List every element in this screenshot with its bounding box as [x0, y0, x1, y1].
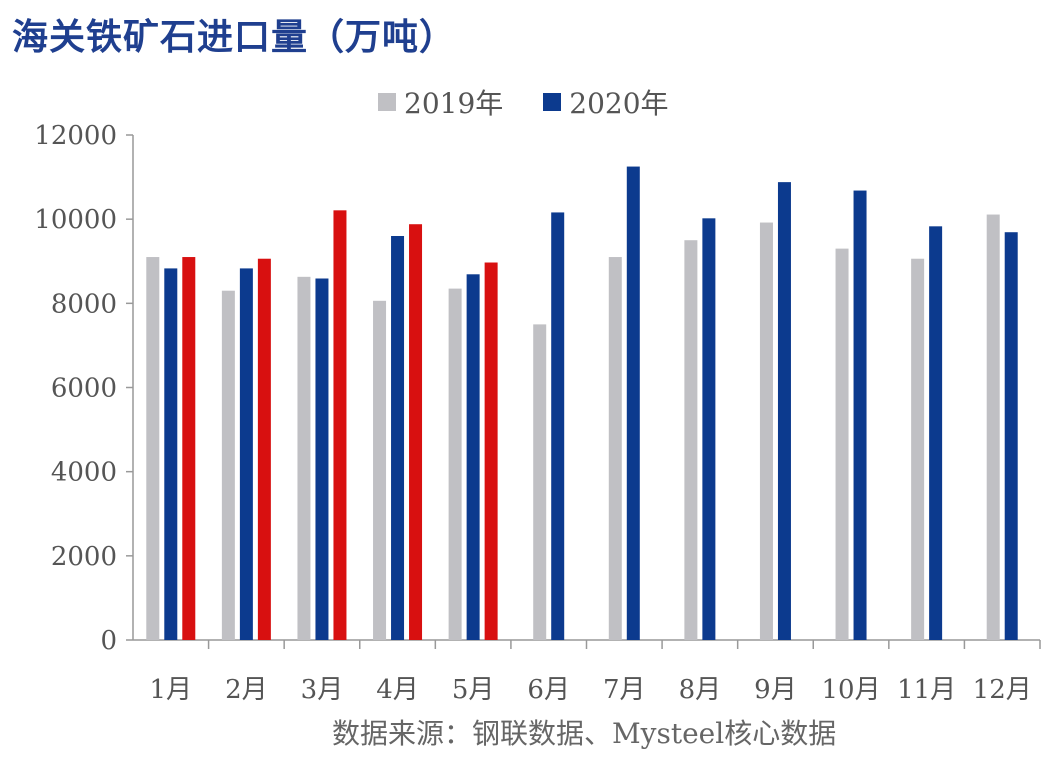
x-tick-label: 5月 [452, 675, 495, 705]
bar [333, 210, 347, 640]
source-note: 数据来源：钢联数据、Mysteel核心数据 [332, 717, 837, 750]
bar [551, 212, 565, 640]
chart-title: 海关铁矿石进口量（万吨） [12, 17, 457, 58]
bar [626, 166, 640, 640]
x-tick-label: 12月 [973, 675, 1032, 705]
bar [484, 262, 498, 640]
x-tick-label: 11月 [897, 675, 956, 705]
legend-item-2020: 2020年 [543, 82, 669, 122]
x-tick-label: 10月 [821, 675, 880, 705]
legend-item-2019: 2019年 [378, 82, 503, 122]
legend-label-2020: 2020年 [569, 87, 669, 120]
bar [146, 257, 160, 640]
bar [257, 258, 271, 640]
bar [835, 248, 849, 640]
bar [164, 268, 178, 640]
bar [466, 274, 480, 640]
legend: 2019年 2020年 [378, 82, 709, 122]
bar [315, 278, 329, 640]
x-tick-label: 7月 [603, 675, 646, 705]
x-tick-label: 3月 [301, 675, 344, 705]
legend-swatch-2020 [543, 93, 562, 111]
bar [608, 257, 622, 640]
y-tick-label: 4000 [51, 458, 117, 488]
x-tick-label: 2月 [225, 675, 268, 705]
bar [777, 182, 791, 640]
bar [533, 324, 547, 640]
x-tick-label: 6月 [527, 675, 570, 705]
bar [702, 218, 716, 640]
y-tick-label: 0 [100, 626, 117, 656]
bar [409, 224, 423, 640]
bar [1004, 232, 1018, 640]
bar [684, 240, 698, 641]
bar [182, 257, 196, 640]
y-tick-label: 6000 [51, 374, 117, 404]
bar [239, 268, 253, 640]
bar [759, 222, 773, 641]
bar [448, 288, 462, 640]
legend-label-2019: 2019年 [404, 87, 504, 120]
bar [853, 190, 867, 641]
bar [911, 258, 925, 640]
x-tick-label: 1月 [150, 675, 193, 705]
bar [373, 300, 387, 640]
y-tick-label: 12000 [34, 121, 117, 151]
bar [929, 226, 943, 640]
y-tick-label: 2000 [51, 542, 117, 572]
x-tick-label: 8月 [679, 675, 722, 705]
bar [221, 290, 235, 640]
x-tick-label: 9月 [754, 675, 797, 705]
bar [986, 214, 1000, 640]
legend-swatch-2019 [378, 93, 396, 111]
bar [391, 236, 405, 640]
x-tick-label: 4月 [376, 675, 419, 705]
y-tick-label: 8000 [51, 289, 117, 319]
bar [297, 276, 311, 640]
y-tick-label: 10000 [34, 205, 117, 235]
